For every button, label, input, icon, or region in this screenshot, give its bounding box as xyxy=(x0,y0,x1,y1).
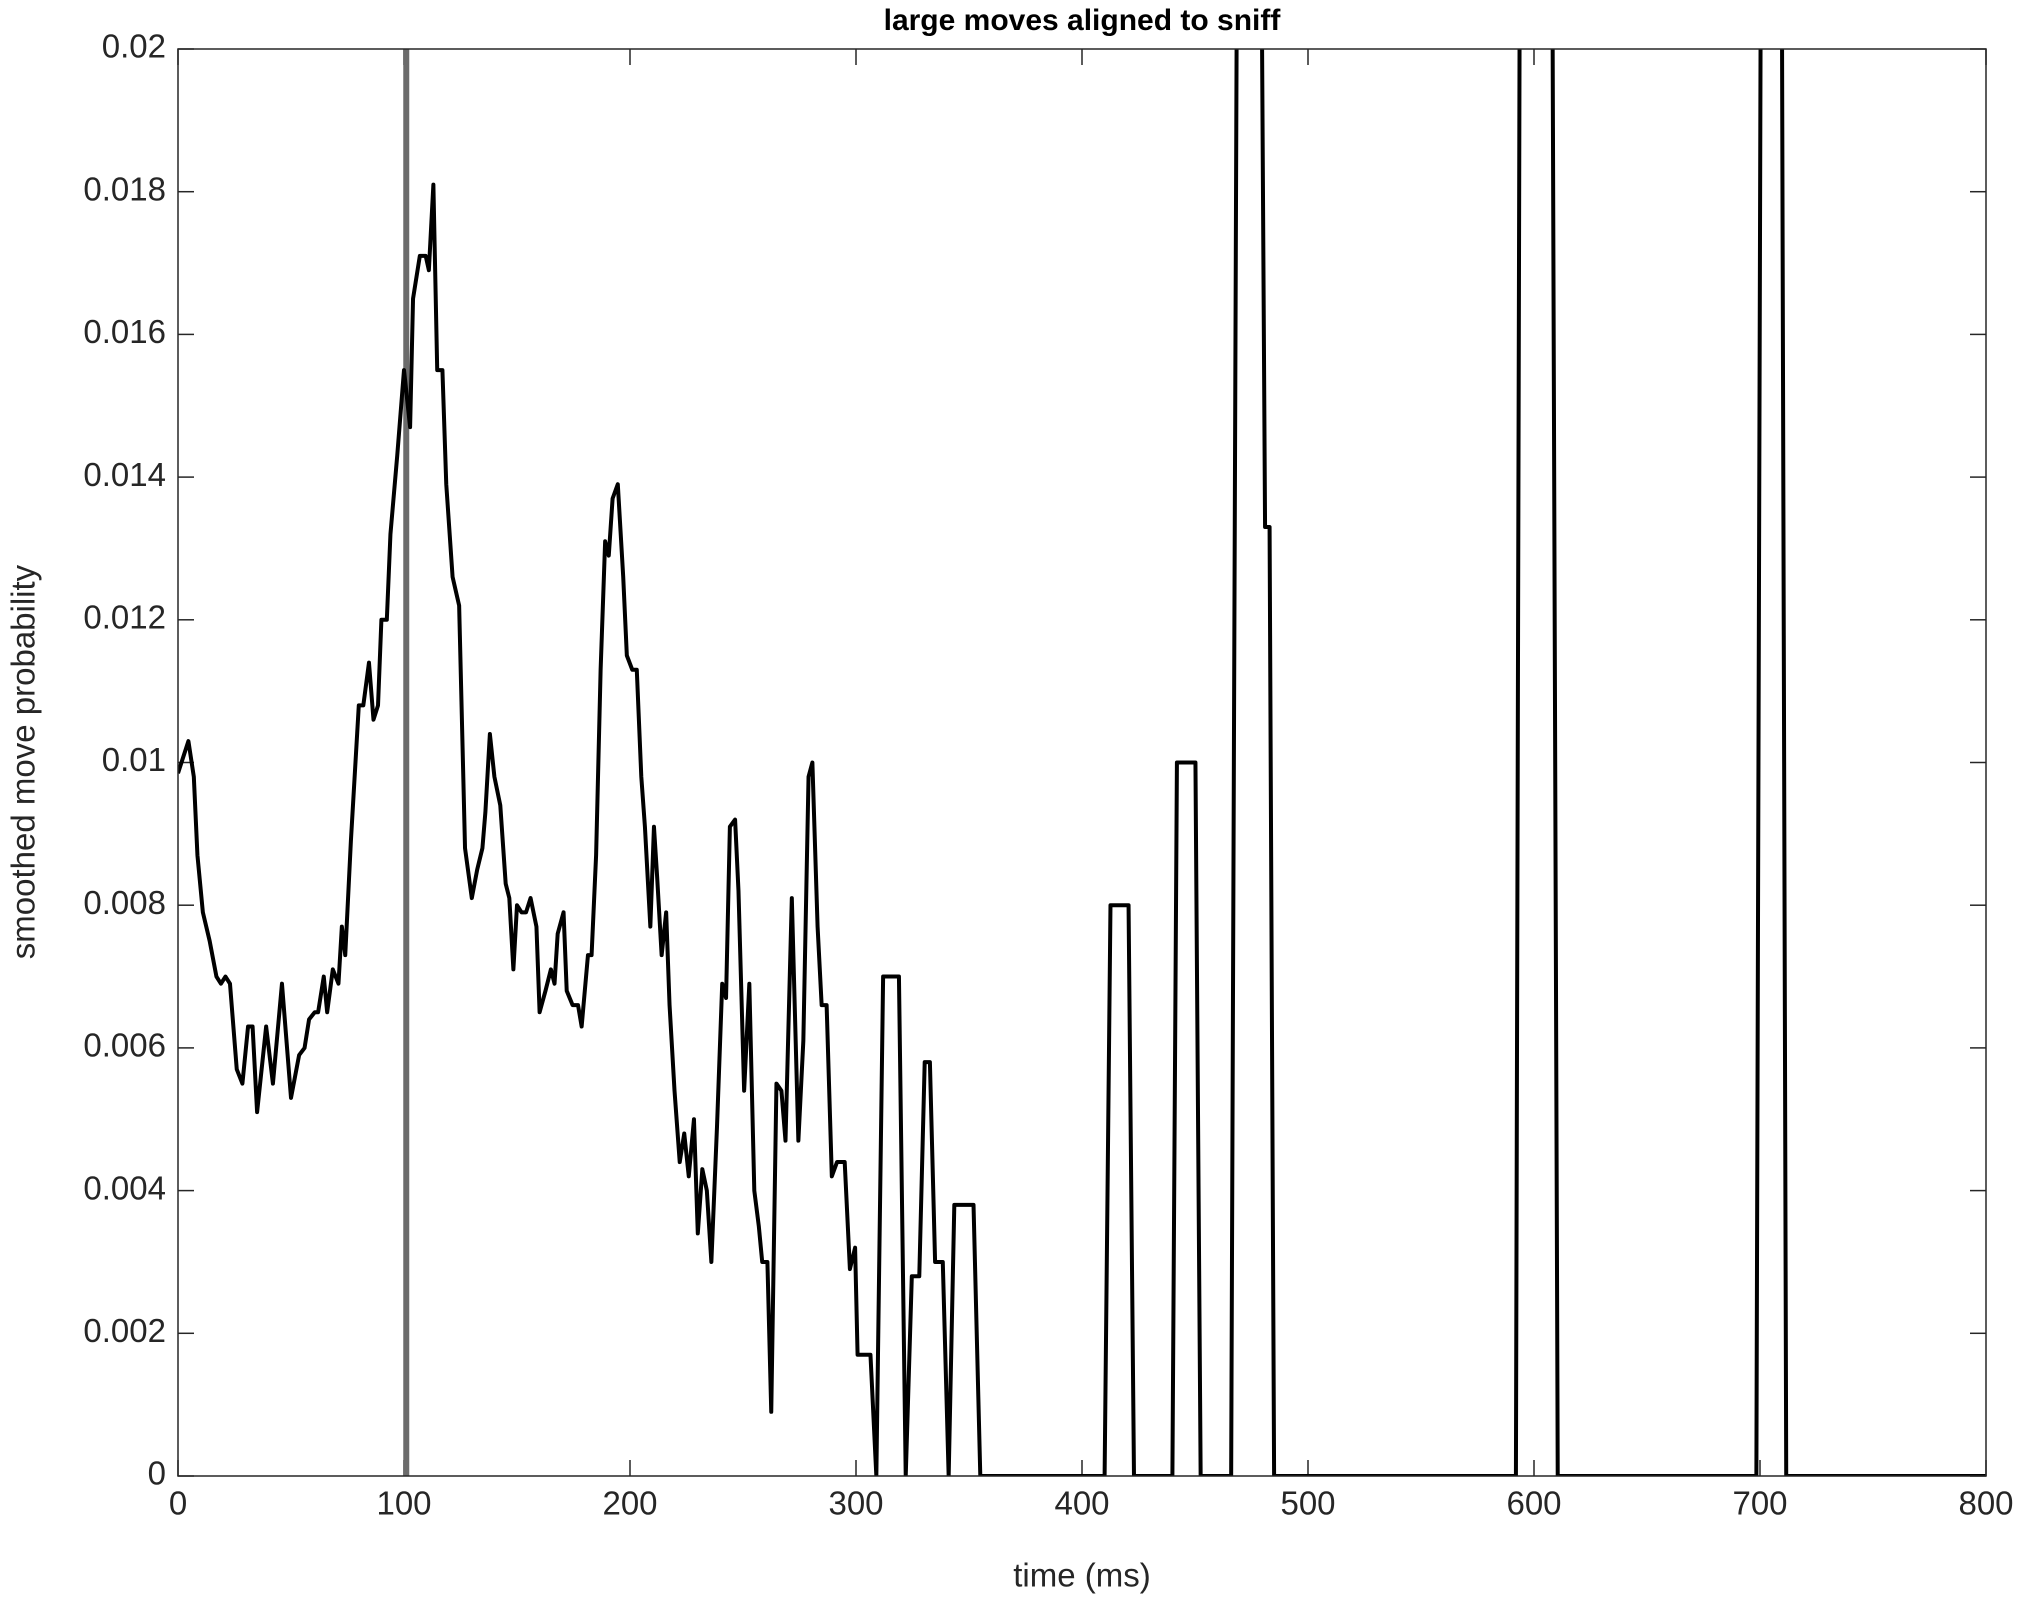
y-tick-label: 0.008 xyxy=(83,884,166,921)
y-tick-label: 0.01 xyxy=(102,741,166,778)
y-tick-label: 0.018 xyxy=(83,170,166,207)
y-tick-label: 0.02 xyxy=(102,28,166,65)
y-tick-label: 0.006 xyxy=(83,1027,166,1064)
x-tick-label: 100 xyxy=(376,1485,431,1522)
y-tick-label: 0.012 xyxy=(83,599,166,636)
x-tick-label: 600 xyxy=(1506,1485,1561,1522)
y-tick-label: 0.002 xyxy=(83,1312,166,1349)
y-tick-label: 0 xyxy=(148,1455,166,1492)
x-axis-label: time (ms) xyxy=(1013,1557,1150,1594)
x-tick-label: 700 xyxy=(1732,1485,1787,1522)
data-line xyxy=(178,49,1986,1476)
y-tick-label: 0.016 xyxy=(83,313,166,350)
chart-title: large moves aligned to sniff xyxy=(884,4,1282,37)
y-axis-label: smoothed move probability xyxy=(5,564,42,959)
y-tick-label: 0.004 xyxy=(83,1169,166,1206)
x-tick-label: 200 xyxy=(602,1485,657,1522)
x-tick-label: 400 xyxy=(1054,1485,1109,1522)
plot-frame xyxy=(177,48,1987,1477)
x-tick-label: 800 xyxy=(1958,1485,2013,1522)
x-tick-label: 500 xyxy=(1280,1485,1335,1522)
x-tick-label: 0 xyxy=(169,1485,187,1522)
y-tick-label: 0.014 xyxy=(83,456,166,493)
x-tick-label: 300 xyxy=(828,1485,883,1522)
